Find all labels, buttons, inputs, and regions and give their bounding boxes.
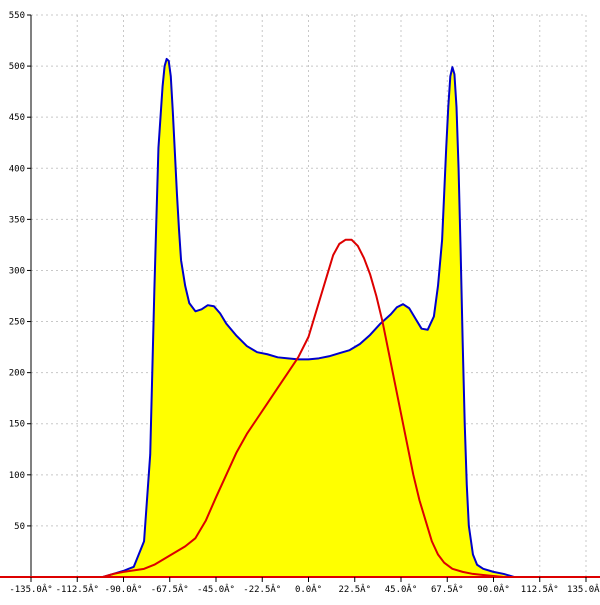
x-tick-label: 112.5Â° — [521, 583, 559, 595]
x-tick-label: -90.0Â° — [105, 583, 143, 595]
x-tick-label: -67.5Â° — [151, 583, 189, 595]
x-tick-label: -135.0Â° — [9, 583, 52, 595]
y-tick-label: 250 — [9, 318, 25, 328]
x-tick-label: 0.0Â° — [295, 583, 322, 595]
y-tick-label: 350 — [9, 215, 25, 225]
series-2-line — [31, 238, 586, 578]
y-tick-label: 50 — [14, 522, 25, 532]
x-tick-label: 90.0Â° — [477, 583, 510, 595]
x-tick-label: 67.5Â° — [431, 583, 464, 595]
y-tick-label: 100 — [9, 471, 25, 481]
series-1-area — [31, 58, 586, 577]
x-tick-label: -112.5Â° — [56, 583, 99, 595]
x-tick-label: -22.5Â° — [243, 583, 281, 595]
x-tick-label: 45.0Â° — [385, 583, 418, 595]
y-tick-label: 400 — [9, 164, 25, 174]
y-tick-label: 550 — [9, 11, 25, 21]
y-tick-label: 450 — [9, 113, 25, 123]
x-tick-label: 135.0Â° — [567, 583, 600, 595]
x-tick-label: 22.5Â° — [338, 583, 371, 595]
y-tick-label: 500 — [9, 62, 25, 72]
y-tick-label: 200 — [9, 369, 25, 379]
y-tick-label: 300 — [9, 266, 25, 276]
y-tick-label: 150 — [9, 420, 25, 430]
series-1-line — [31, 57, 586, 578]
x-tick-label: -45.0Â° — [197, 583, 235, 595]
